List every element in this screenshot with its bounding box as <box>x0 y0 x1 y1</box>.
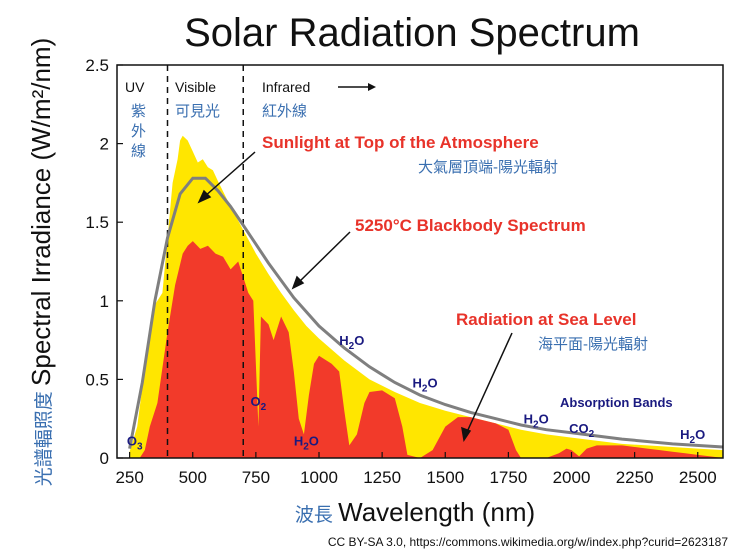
absorption-label: H2O <box>294 433 319 452</box>
series-label-sea-level-cn: 海平面-陽光輻射 <box>538 336 648 353</box>
series-label-top-atmosphere: Sunlight at Top of the Atmosphere <box>262 133 539 152</box>
x-tick-label: 250 <box>115 468 143 487</box>
x-axis-ticks: 250 500 750 1000 1250 1500 1750 2000 2250 2500 <box>115 452 717 487</box>
y-axis-ticks: 0 0.5 1 1.5 2 2.5 <box>85 56 123 468</box>
x-tick-label: 2000 <box>553 468 591 487</box>
y-axis-label: 光譜輻照度 Spectral Irradiance (W/m²/nm) <box>26 38 56 486</box>
x-tick-label: 2500 <box>679 468 717 487</box>
y-tick-label: 1 <box>100 292 109 311</box>
svg-text:波長 Wavelength (nm): 波長 Wavelength (nm) <box>295 497 535 527</box>
sea-level-area <box>129 241 724 458</box>
series-label-blackbody: 5250°C Blackbody Spectrum <box>355 216 586 235</box>
absorption-band-labels: O3 O2 H2O H2O H2O H2O CO2 H2O <box>127 333 705 453</box>
region-label-uv-cn: 紫外線 <box>131 103 146 160</box>
absorption-label: H2O <box>524 411 549 430</box>
plot-frame <box>116 64 724 459</box>
absorption-bands-title: Absorption Bands <box>560 395 673 410</box>
infrared-arrow-icon <box>338 83 376 91</box>
absorption-label: H2O <box>413 375 438 394</box>
y-tick-label: 0 <box>100 449 109 468</box>
region-label-infrared-cn: 紅外線 <box>262 103 307 120</box>
series-label-top-atmosphere-cn: 大氣層頂端-陽光輻射 <box>418 159 558 176</box>
blackbody-curve <box>128 176 724 449</box>
region-label-uv: UV <box>125 79 145 95</box>
image-credit: CC BY-SA 3.0, https://commons.wikimedia.… <box>328 535 728 549</box>
y-tick-label: 2.5 <box>85 56 109 75</box>
region-label-visible-cn: 可見光 <box>175 103 220 120</box>
series-label-sea-level: Radiation at Sea Level <box>456 310 636 329</box>
x-tick-label: 1750 <box>489 468 527 487</box>
x-tick-label: 500 <box>179 468 207 487</box>
x-tick-label: 2250 <box>616 468 654 487</box>
absorption-label: O2 <box>251 394 267 413</box>
x-tick-label: 750 <box>242 468 270 487</box>
region-label-infrared: Infrared <box>262 79 310 95</box>
y-tick-label: 0.5 <box>85 370 109 389</box>
chart-title: Solar Radiation Spectrum <box>184 11 640 55</box>
absorption-label: H2O <box>339 333 364 352</box>
x-tick-label: 1500 <box>426 468 464 487</box>
y-tick-label: 2 <box>100 135 109 154</box>
absorption-label: O3 <box>127 433 143 452</box>
x-tick-label: 1000 <box>300 468 338 487</box>
label-arrows <box>197 151 513 442</box>
x-tick-label: 1250 <box>363 468 401 487</box>
y-tick-label: 1.5 <box>85 213 109 232</box>
x-axis-label: 波長 Wavelength (nm) <box>295 497 535 527</box>
spectrum-fills <box>129 135 724 458</box>
absorption-label: H2O <box>680 427 705 446</box>
region-label-visible: Visible <box>175 79 216 95</box>
absorption-label: CO2 <box>569 421 595 440</box>
svg-text:光譜輻照度 Spectral Irradiance (W/m: 光譜輻照度 Spectral Irradiance (W/m²/nm) <box>26 38 56 486</box>
